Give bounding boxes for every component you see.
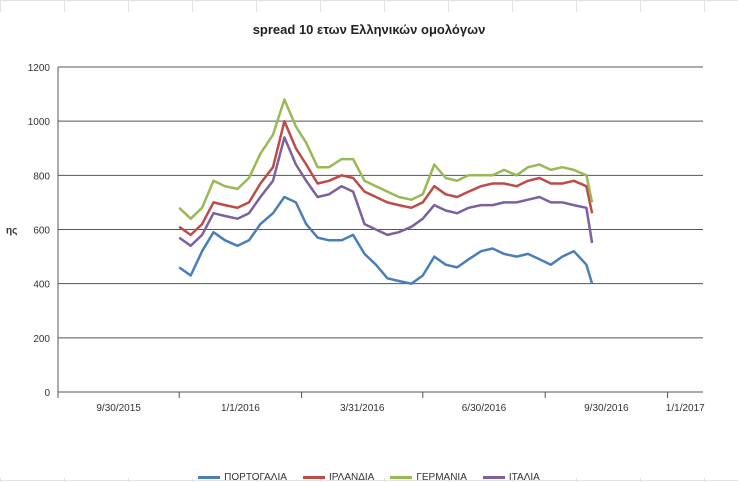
y-tick-label: 800 <box>33 171 50 182</box>
legend: ΠΟΡΤΟΓΑΛΙΑ ΙΡΛΑΝΔΙΑ ΓΕΡΜΑΝΙΑ ΙΤΑΛΙΑ <box>0 472 738 483</box>
x-tick-label: 1/1/2016 <box>221 403 260 414</box>
y-tick-label: 400 <box>33 280 50 291</box>
line-chart: 0 200 400 600 800 1000 1200 ης 9/30/2015 1/1/2016… <box>6 63 705 414</box>
x-tick-label: 9/30/2016 <box>584 403 629 414</box>
x-tick-label: 1/1/2017 <box>666 403 705 414</box>
legend-item: ΓΕΡΜΑΝΙΑ <box>390 472 467 483</box>
chart-area[interactable]: spread 10 ετων Ελληνικών ομολόγων 0 200 40… <box>0 12 738 483</box>
y-tick-label: 200 <box>33 334 50 345</box>
legend-label: ΓΕΡΜΑΝΙΑ <box>416 472 467 483</box>
legend-label: ΙΤΑΛΙΑ <box>508 472 540 483</box>
legend-swatch <box>302 476 325 479</box>
series-line <box>178 136 594 248</box>
legend-swatch <box>482 476 505 479</box>
legend-item: ΠΟΡΤΟΓΑΛΙΑ <box>198 472 287 483</box>
legend-swatch <box>390 476 413 479</box>
series-line <box>178 119 594 237</box>
chart-title: spread 10 ετων Ελληνικών ομολόγων <box>252 22 486 37</box>
x-tick-label: 9/30/2015 <box>96 403 141 414</box>
legend-label: ΠΟΡΤΟΓΑΛΙΑ <box>224 472 287 483</box>
x-tick-label: 6/30/2016 <box>462 403 507 414</box>
legend-label: ΙΡΛΑΝΔΙΑ <box>328 472 375 483</box>
y-tick-label: 1000 <box>28 117 51 128</box>
y-tick-label: 0 <box>44 388 50 399</box>
x-tick-label: 3/31/2016 <box>340 403 385 414</box>
series-line <box>178 98 594 220</box>
y-axis-label: ης <box>6 226 17 237</box>
legend-swatch <box>198 476 221 479</box>
y-tick-label: 600 <box>33 226 50 237</box>
y-tick-label: 1200 <box>28 63 51 74</box>
legend-item: ΙΡΛΑΝΔΙΑ <box>302 472 375 483</box>
series-line <box>178 195 594 285</box>
legend-item: ΙΤΑΛΙΑ <box>482 472 540 483</box>
